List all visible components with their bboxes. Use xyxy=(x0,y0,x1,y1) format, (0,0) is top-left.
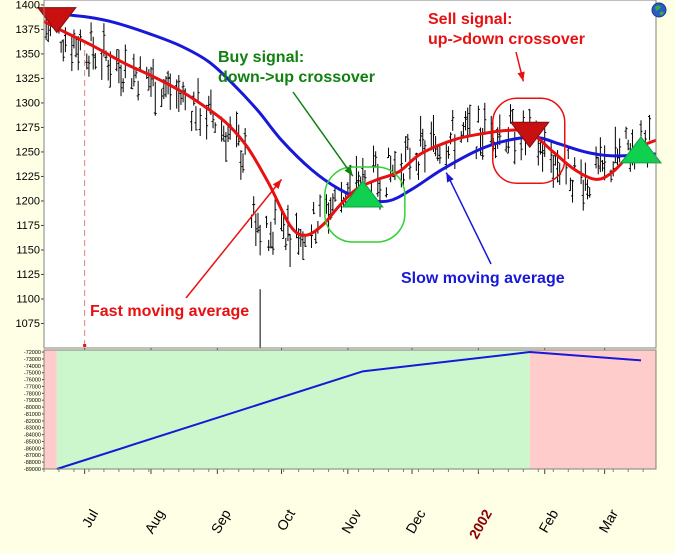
equity-curve-line xyxy=(56,351,642,470)
price-y-tick-label: 1125 xyxy=(16,269,40,281)
buy-signal-arrow xyxy=(292,91,354,177)
equity-region-0 xyxy=(44,350,57,469)
equity-y-tick-label: -78000 xyxy=(24,391,41,397)
buy-signal-marker xyxy=(341,180,384,208)
buy-signal-marker xyxy=(620,136,663,164)
fast-ma-arrow-head xyxy=(272,179,282,189)
signal-guide-dot xyxy=(83,344,87,347)
x-month-label: Jul xyxy=(78,507,101,531)
price-y-tick-label: 1400 xyxy=(16,0,40,11)
fast-ma-arrow xyxy=(185,178,283,299)
equity-y-tick-label: -73000 xyxy=(24,357,41,363)
price-y-tick-label: 1075 xyxy=(16,318,40,330)
price-y-tick-label: 1250 xyxy=(16,146,40,158)
price-y-tick-label: 1175 xyxy=(16,220,40,232)
sell-signal-marker xyxy=(36,7,77,34)
sell-signal-marker xyxy=(509,121,550,149)
equity-y-tick-label: -87000 xyxy=(24,453,41,459)
annotation-fast-ma-text: Fast moving average xyxy=(90,303,249,320)
annotation-slow-ma-text: Slow moving average xyxy=(401,270,565,287)
globe-icon[interactable] xyxy=(651,2,667,18)
equity-panel-border xyxy=(43,349,657,470)
equity-y-tick-label: -85000 xyxy=(24,439,41,445)
slow-ma-arrow xyxy=(445,172,492,265)
buy-signal-arrow-head xyxy=(344,166,353,177)
price-y-tick-label: 1150 xyxy=(16,244,40,256)
price-y-tick-label: 1325 xyxy=(16,73,40,85)
equity-y-tick-label: -89000 xyxy=(24,467,41,473)
equity-y-tick-label: -79000 xyxy=(24,398,41,404)
equity-y-tick-label: -86000 xyxy=(24,446,41,452)
equity-y-tick-label: -76000 xyxy=(24,378,41,384)
equity-y-tick-label: -88000 xyxy=(24,460,41,466)
equity-y-tick-label: -77000 xyxy=(24,384,41,390)
equity-y-tick-label: -84000 xyxy=(24,433,41,439)
equity-y-tick-label: -80000 xyxy=(24,405,41,411)
equity-y-tick-label: -75000 xyxy=(24,371,41,377)
annotations: Buy signal: down->up crossover Sell signal… xyxy=(90,11,585,320)
price-y-tick-label: 1275 xyxy=(16,122,40,134)
slow-ma-arrow-head xyxy=(446,172,454,183)
signal-markers xyxy=(36,7,663,208)
annotation-buy-signal-text: Buy signal: xyxy=(218,49,304,66)
equity-y-tick-label: -83000 xyxy=(24,426,41,432)
price-y-tick-label: 1100 xyxy=(16,293,40,305)
equity-regions xyxy=(44,350,656,469)
price-y-tick-label: 1350 xyxy=(16,48,40,60)
buy-signal-highlight-circle xyxy=(324,166,406,243)
equity-region-2 xyxy=(529,350,656,469)
annotation-buy-signal-text: down->up crossover xyxy=(218,69,375,86)
price-y-tick-label: 1200 xyxy=(16,195,40,207)
equity-line xyxy=(56,351,642,470)
equity-y-tick-label: -82000 xyxy=(24,419,41,425)
price-y-tick-label: 1225 xyxy=(16,171,40,183)
sell-signal-arrow-head xyxy=(517,71,525,82)
equity-y-tick-label: -72000 xyxy=(24,350,41,356)
sell-signal-highlight-circle xyxy=(491,97,566,185)
annotation-sell-signal-text: up->down crossover xyxy=(428,31,585,48)
equity-region-1 xyxy=(56,350,530,469)
price-panel-border xyxy=(43,0,657,349)
equity-y-tick-label: -81000 xyxy=(24,412,41,418)
price-y-tick-label: 1300 xyxy=(16,97,40,109)
price-y-tick-label: 1375 xyxy=(16,24,40,36)
equity-y-tick-label: -74000 xyxy=(24,364,41,370)
annotation-sell-signal-text: Sell signal: xyxy=(428,11,512,28)
gridlines xyxy=(83,40,87,347)
